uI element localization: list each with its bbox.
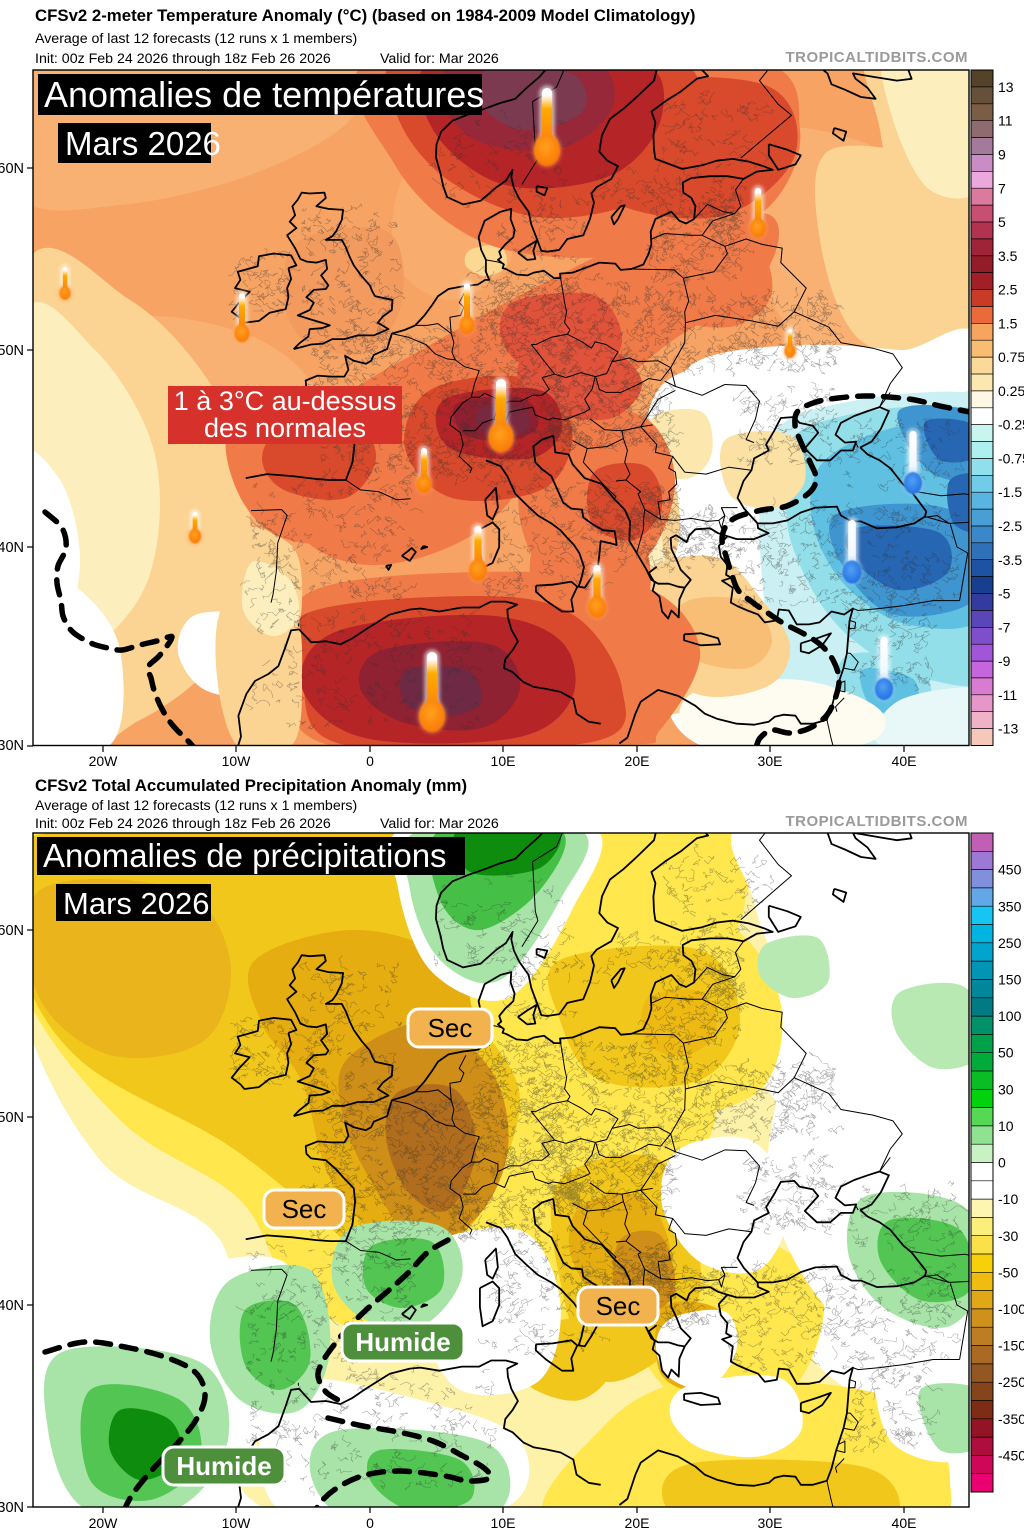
svg-text:0: 0	[998, 1155, 1006, 1171]
svg-text:-2.5: -2.5	[998, 518, 1022, 534]
svg-text:Sec: Sec	[282, 1194, 327, 1224]
svg-text:9: 9	[998, 147, 1006, 163]
svg-text:-10: -10	[998, 1191, 1018, 1207]
svg-text:40E: 40E	[892, 753, 917, 769]
svg-text:Init: 00z Feb 24 2026 through: Init: 00z Feb 24 2026 through 18z Feb 26…	[35, 51, 331, 67]
svg-text:1.5: 1.5	[998, 315, 1018, 331]
svg-text:0.75: 0.75	[998, 349, 1024, 365]
svg-text:Humide: Humide	[176, 1451, 271, 1481]
svg-text:50N: 50N	[0, 343, 24, 359]
svg-text:20W: 20W	[89, 753, 119, 769]
svg-text:-1.5: -1.5	[998, 484, 1022, 500]
svg-text:-11: -11	[998, 687, 1017, 703]
svg-text:Sec: Sec	[428, 1013, 473, 1043]
svg-text:-50: -50	[998, 1264, 1018, 1280]
svg-text:Mars 2026: Mars 2026	[63, 886, 209, 921]
svg-text:Mars 2026: Mars 2026	[65, 125, 221, 162]
svg-text:-100: -100	[998, 1301, 1024, 1317]
svg-text:7: 7	[998, 180, 1006, 196]
svg-text:30: 30	[998, 1081, 1014, 1097]
svg-text:40N: 40N	[0, 540, 24, 556]
svg-text:40N: 40N	[0, 1298, 24, 1314]
svg-text:TROPICALTIDBITS.COM: TROPICALTIDBITS.COM	[785, 49, 968, 66]
svg-text:1 à 3°C au-dessus: 1 à 3°C au-dessus	[174, 386, 396, 416]
svg-text:13: 13	[998, 79, 1014, 95]
svg-text:11: 11	[998, 113, 1013, 129]
svg-text:Valid for: Mar 2026: Valid for: Mar 2026	[380, 816, 499, 832]
svg-text:-5: -5	[998, 586, 1011, 602]
svg-text:10E: 10E	[491, 1515, 516, 1531]
svg-text:-450: -450	[998, 1447, 1024, 1463]
svg-text:20E: 20E	[625, 753, 650, 769]
svg-text:TROPICALTIDBITS.COM: TROPICALTIDBITS.COM	[785, 813, 968, 830]
svg-text:100: 100	[998, 1008, 1022, 1024]
svg-text:CFSv2 Total Accumulated Precip: CFSv2 Total Accumulated Precipitation An…	[35, 776, 467, 795]
svg-text:50: 50	[998, 1045, 1014, 1061]
svg-text:10E: 10E	[491, 753, 516, 769]
svg-text:-13: -13	[998, 721, 1018, 737]
svg-text:Valid for: Mar 2026: Valid for: Mar 2026	[380, 51, 499, 67]
svg-text:30E: 30E	[758, 1515, 783, 1531]
svg-text:Humide: Humide	[355, 1327, 450, 1357]
svg-text:-0.25: -0.25	[998, 417, 1024, 433]
svg-text:0.25: 0.25	[998, 383, 1024, 399]
svg-text:30E: 30E	[758, 753, 783, 769]
svg-text:450: 450	[998, 862, 1022, 878]
svg-text:Average of last 12 forecasts (: Average of last 12 forecasts (12 runs x …	[35, 31, 357, 47]
svg-text:-0.75: -0.75	[998, 451, 1024, 467]
svg-text:-3.5: -3.5	[998, 552, 1022, 568]
svg-text:Init: 00z Feb 24 2026 through: Init: 00z Feb 24 2026 through 18z Feb 26…	[35, 816, 331, 832]
svg-text:30N: 30N	[0, 1500, 24, 1516]
svg-text:50N: 50N	[0, 1110, 24, 1126]
svg-text:Anomalies de précipitations: Anomalies de précipitations	[43, 837, 447, 874]
svg-text:-350: -350	[998, 1411, 1024, 1427]
svg-text:Sec: Sec	[596, 1291, 641, 1321]
svg-text:-150: -150	[998, 1338, 1024, 1354]
svg-text:2.5: 2.5	[998, 282, 1018, 298]
svg-text:-250: -250	[998, 1374, 1024, 1390]
svg-text:-7: -7	[998, 619, 1011, 635]
svg-text:Average of last 12 forecasts (: Average of last 12 forecasts (12 runs x …	[35, 798, 357, 814]
svg-text:60N: 60N	[0, 161, 24, 177]
svg-text:60N: 60N	[0, 923, 24, 939]
svg-text:des normales: des normales	[204, 413, 366, 443]
svg-text:150: 150	[998, 972, 1022, 988]
svg-text:20E: 20E	[625, 1515, 650, 1531]
svg-text:5: 5	[998, 214, 1006, 230]
svg-text:250: 250	[998, 935, 1022, 951]
svg-text:20W: 20W	[89, 1515, 119, 1531]
svg-text:0: 0	[366, 753, 374, 769]
svg-text:10W: 10W	[222, 753, 252, 769]
svg-text:350: 350	[998, 898, 1022, 914]
svg-text:10W: 10W	[222, 1515, 252, 1531]
svg-text:-30: -30	[998, 1228, 1018, 1244]
svg-text:Anomalies de températures: Anomalies de températures	[44, 74, 484, 115]
svg-text:30N: 30N	[0, 738, 24, 754]
svg-text:CFSv2 2-meter Temperature Anom: CFSv2 2-meter Temperature Anomaly (°C) (…	[35, 6, 695, 25]
svg-text:0: 0	[366, 1515, 374, 1531]
svg-text:10: 10	[998, 1118, 1014, 1134]
svg-text:3.5: 3.5	[998, 248, 1018, 264]
svg-text:-9: -9	[998, 653, 1011, 669]
svg-text:40E: 40E	[892, 1515, 917, 1531]
